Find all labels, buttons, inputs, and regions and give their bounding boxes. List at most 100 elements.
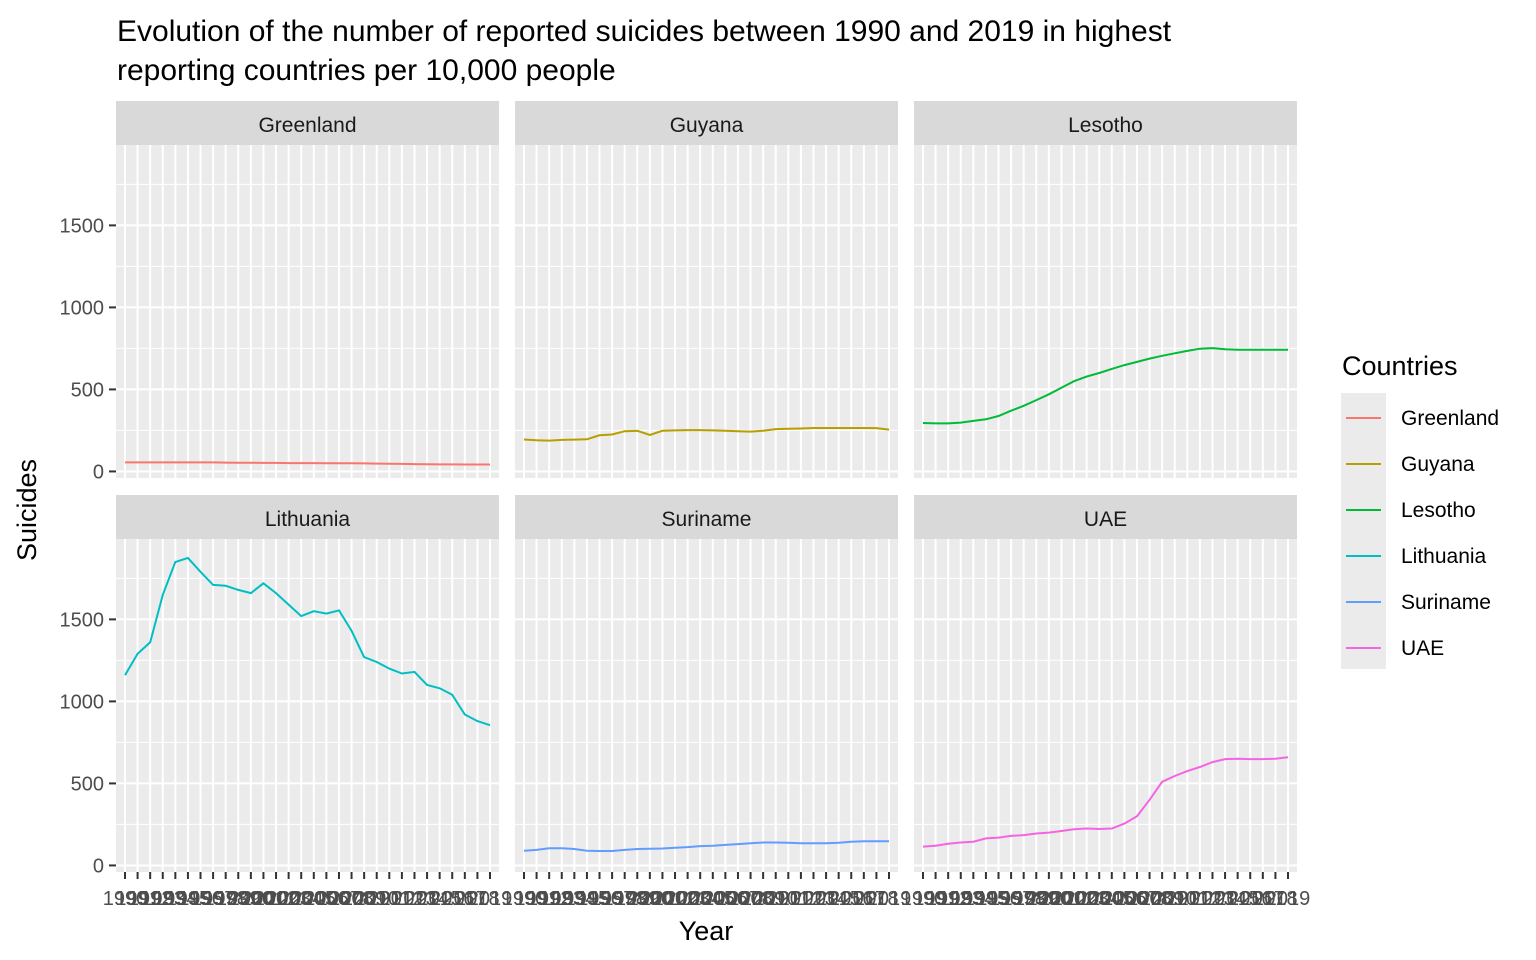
y-axis-label: Suicides: [12, 459, 42, 561]
x-tick-label: 1997: [590, 888, 635, 910]
x-tick-label: 2011: [767, 888, 810, 910]
x-tick-label: 2014: [1203, 888, 1248, 910]
panel-background: [914, 539, 1297, 872]
legend-item-uae: UAE: [1346, 637, 1444, 660]
legend-label: Lesotho: [1401, 499, 1476, 522]
x-tick-label: 1995: [964, 888, 1009, 910]
x-tick-label: 1998: [602, 888, 647, 910]
x-tick-label: 2018: [1253, 888, 1298, 910]
x-tick-label: 1991: [115, 888, 160, 910]
x-tick-label: 1997: [191, 888, 236, 910]
x-tick-label: 1991: [913, 888, 958, 910]
x-tick-label: 2013: [791, 888, 836, 910]
x-tick-label: 2000: [1027, 888, 1072, 910]
x-tick-label: 1990: [901, 888, 946, 910]
x-tick-label: 2019: [867, 888, 912, 910]
x-tick-label: 1997: [989, 888, 1034, 910]
x-tick-label: 2000: [229, 888, 274, 910]
x-tick-label: 1992: [926, 888, 971, 910]
x-tick-label: 2003: [266, 888, 311, 910]
x-tick-label: 1998: [203, 888, 248, 910]
x-tick-label: 2018: [854, 888, 899, 910]
x-tick-label: 2014: [405, 888, 450, 910]
x-tick-label: 1992: [527, 888, 572, 910]
chart-title-line-1: Evolution of the number of reported suic…: [117, 15, 1172, 48]
panel-background: [116, 145, 499, 478]
x-tick-label: 2004: [279, 888, 324, 910]
x-tick-label: 2015: [816, 888, 861, 910]
x-tick-label: 2010: [1152, 888, 1197, 910]
x-tick-label: 2008: [728, 888, 773, 910]
legend: Countries Greenland Guyana Lesotho Lithuani…: [1341, 351, 1499, 669]
series-line-lithuania: [124, 556, 491, 727]
x-tick-label: 2013: [392, 888, 437, 910]
facet-panel-suriname: Suriname 19901991199219931994199519961997…: [502, 495, 912, 910]
facet-strip-label: Lithuania: [265, 508, 351, 531]
x-tick-label: 1992: [128, 888, 173, 910]
x-tick-label: 1994: [552, 888, 597, 910]
x-tick-label: 1995: [565, 888, 610, 910]
legend-item-guyana: Guyana: [1346, 453, 1475, 476]
legend-item-lithuania: Lithuania: [1346, 545, 1487, 568]
legend-label: Guyana: [1401, 453, 1475, 476]
legend-item-suriname: Suriname: [1346, 591, 1491, 614]
x-tick-label: 2012: [779, 888, 824, 910]
x-tick-label: 2009: [1140, 888, 1185, 910]
x-tick-label: 2003: [1064, 888, 1109, 910]
x-tick-label: 2002: [653, 888, 698, 910]
facet-strip-label: UAE: [1084, 508, 1127, 531]
x-tick-label: 2015: [417, 888, 462, 910]
facet-panel-greenland: Greenland 0 500 1000 1500: [60, 101, 499, 483]
x-tick-label: 2016: [430, 888, 475, 910]
facet-strip: [116, 495, 499, 539]
x-tick-label: 1998: [1001, 888, 1046, 910]
x-tick-label: 1995: [166, 888, 211, 910]
x-tick-label: 2003: [665, 888, 710, 910]
x-tick-label: 2013: [1190, 888, 1235, 910]
x-tick-label: 1996: [976, 888, 1021, 910]
facet-strip-label: Lesotho: [1068, 114, 1143, 137]
y-tick-label: 500: [71, 773, 104, 795]
x-tick-label: 2001: [241, 888, 286, 910]
x-tick-label: 2004: [678, 888, 723, 910]
x-tick-label: 2012: [1178, 888, 1223, 910]
facet-panel-lesotho: Lesotho: [914, 101, 1297, 478]
legend-label: Suriname: [1401, 591, 1491, 614]
facet-panel-uae: UAE 1990199119921993199419951996199719981…: [901, 495, 1311, 910]
x-tick-label: 2004: [1077, 888, 1122, 910]
x-tick-label: 2019: [1266, 888, 1311, 910]
x-tick-label: 2009: [342, 888, 387, 910]
legend-item-lesotho: Lesotho: [1346, 499, 1476, 522]
x-tick-label: 2009: [741, 888, 786, 910]
facet-panels: Greenland 0 500 1000 1500 Guyana Lesotho Lithua…: [60, 101, 1311, 910]
x-tick-label: 2001: [1039, 888, 1084, 910]
x-tick-label: 1999: [1014, 888, 1059, 910]
y-tick-label: 0: [93, 461, 104, 483]
legend-label: UAE: [1401, 637, 1444, 660]
facet-strip: [116, 101, 499, 145]
x-tick-label: 2002: [1052, 888, 1097, 910]
x-tick-label: 1991: [514, 888, 559, 910]
x-tick-label: 2000: [628, 888, 673, 910]
x-tick-label: 1999: [216, 888, 261, 910]
panel-background: [914, 145, 1297, 478]
panel-background: [116, 539, 499, 872]
x-tick-label: 2007: [317, 888, 362, 910]
x-tick-label: 1996: [178, 888, 223, 910]
x-tick-label: 2005: [292, 888, 337, 910]
legend-title: Countries: [1342, 351, 1458, 381]
series-line-greenland: [125, 461, 490, 466]
x-tick-label: 2019: [468, 888, 513, 910]
x-tick-label: 2018: [455, 888, 500, 910]
x-tick-label: 2017: [1241, 888, 1286, 910]
facet-strip: [914, 495, 1297, 539]
x-tick-label: 1994: [951, 888, 996, 910]
legend-label: Greenland: [1401, 407, 1499, 430]
series-line-suriname: [523, 840, 889, 852]
x-axis-label: Year: [679, 916, 734, 946]
facet-strip-label: Greenland: [258, 114, 356, 137]
x-tick-label: 2010: [354, 888, 399, 910]
x-tick-label: 1993: [141, 888, 186, 910]
panel-background: [515, 539, 898, 872]
